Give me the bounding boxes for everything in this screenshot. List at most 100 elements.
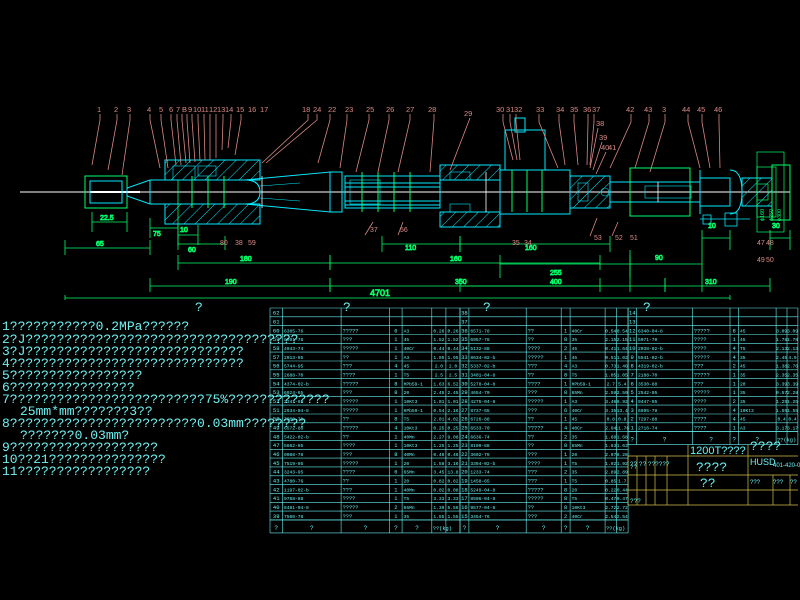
svg-text:45: 45 — [740, 337, 746, 343]
svg-text:?????: ????? — [528, 426, 544, 432]
svg-text:2013-95: 2013-95 — [284, 355, 304, 361]
svg-text:9: 9 — [631, 354, 634, 361]
svg-text:1: 1 — [394, 337, 397, 343]
svg-text:???: ??? — [528, 452, 538, 458]
svg-text:1.01: 1.01 — [447, 399, 458, 405]
svg-text:6533-70: 6533-70 — [470, 426, 490, 432]
svg-text:8: 8 — [564, 443, 567, 449]
svg-text:??: ?? — [528, 443, 534, 449]
svg-text:16: 16 — [248, 105, 256, 114]
svg-text:?????: ????? — [343, 381, 359, 387]
svg-text:2.35: 2.35 — [776, 373, 787, 379]
svg-text:5249-04-8: 5249-04-8 — [470, 487, 495, 493]
svg-text:2: 2 — [564, 470, 567, 476]
svg-text:3.16: 3.16 — [447, 461, 458, 467]
svg-text:2: 2 — [394, 505, 397, 511]
svg-text:1: 1 — [394, 373, 397, 379]
svg-text:75: 75 — [153, 231, 161, 238]
svg-text:8: 8 — [394, 381, 397, 387]
svg-text:4: 4 — [733, 408, 736, 414]
svg-text:1.55: 1.55 — [447, 514, 458, 520]
svg-text:59: 59 — [273, 336, 280, 343]
svg-text:???: ??? — [528, 364, 538, 370]
svg-text:5132-88: 5132-88 — [470, 346, 490, 352]
svg-text:??????: ?????? — [648, 461, 670, 468]
svg-text:ϕ300: ϕ300 — [777, 209, 783, 221]
svg-text:1: 1 — [733, 373, 736, 379]
svg-text:0.4: 0.4 — [777, 417, 786, 423]
svg-text:0.26: 0.26 — [447, 328, 458, 334]
svg-text:5541-02-b: 5541-02-b — [638, 355, 663, 361]
svg-text:1.55: 1.55 — [776, 408, 787, 414]
svg-text:45: 45 — [572, 417, 578, 423]
svg-text:1.52: 1.52 — [433, 337, 444, 343]
svg-text:0.26: 0.26 — [433, 328, 444, 334]
svg-text:T5: T5 — [404, 417, 410, 423]
svg-text:1: 1 — [564, 452, 567, 458]
svg-text:3394-02-b: 3394-02-b — [470, 461, 495, 467]
svg-text:40Mn: 40Mn — [404, 487, 415, 493]
svg-text:2542-95: 2542-95 — [638, 390, 658, 396]
svg-text:A3: A3 — [572, 364, 578, 370]
svg-text:??: ?? — [343, 417, 349, 423]
svg-text:4943-74: 4943-74 — [284, 346, 304, 352]
svg-text:65: 65 — [96, 241, 104, 248]
svg-text:5: 5 — [631, 389, 634, 396]
svg-text:20: 20 — [572, 452, 578, 458]
svg-text:25: 25 — [366, 105, 374, 114]
svg-text:11.76: 11.76 — [615, 426, 629, 432]
svg-text:40: 40 — [273, 504, 280, 511]
svg-text:????: ???? — [694, 399, 707, 405]
svg-text:1.7: 1.7 — [618, 479, 627, 485]
svg-text:3602-76: 3602-76 — [470, 452, 490, 458]
svg-text:1: 1 — [394, 487, 397, 493]
svg-text:10: 10 — [629, 345, 636, 352]
svg-text:???: ??? — [528, 470, 538, 476]
svg-text:?: ? — [732, 437, 736, 444]
svg-text:?: ? — [394, 525, 398, 532]
svg-text:1200T????: 1200T???? — [690, 445, 746, 457]
svg-text:0.41: 0.41 — [605, 346, 616, 352]
svg-text:5744-95: 5744-95 — [284, 364, 304, 370]
svg-text:35: 35 — [740, 373, 746, 379]
svg-text:2.59: 2.59 — [617, 390, 628, 396]
svg-text:??(kg): ??(kg) — [606, 526, 625, 532]
svg-text:0.54: 0.54 — [605, 328, 616, 334]
svg-text:180: 180 — [240, 256, 252, 263]
svg-text:30: 30 — [496, 105, 504, 114]
svg-text:19: 19 — [461, 478, 468, 485]
svg-text:90: 90 — [655, 255, 663, 262]
svg-text:1.78: 1.78 — [776, 337, 787, 343]
svg-text:35: 35 — [740, 399, 746, 405]
svg-text:0.25: 0.25 — [447, 426, 458, 432]
svg-text:??: ?? — [639, 461, 647, 468]
svg-text:35: 35 — [572, 337, 578, 343]
svg-text:1: 1 — [564, 479, 567, 485]
svg-text:38: 38 — [596, 119, 604, 128]
svg-text:22: 22 — [328, 105, 336, 114]
svg-text:6572-88: 6572-88 — [284, 426, 304, 432]
svg-text:45: 45 — [572, 355, 578, 361]
svg-text:6991-78: 6991-78 — [284, 337, 304, 343]
svg-text:9758-88: 9758-88 — [284, 496, 304, 502]
svg-text:1: 1 — [733, 337, 736, 343]
svg-text:65Mn: 65Mn — [404, 505, 415, 511]
svg-text:6995-78: 6995-78 — [638, 408, 658, 414]
svg-text:45: 45 — [273, 460, 280, 467]
svg-text:??: ?? — [343, 355, 349, 361]
svg-text:1.95: 1.95 — [447, 355, 458, 361]
svg-text:9447-95: 9447-95 — [638, 399, 658, 405]
svg-text:0.54: 0.54 — [617, 328, 628, 334]
svg-text:??: ?? — [790, 480, 797, 486]
svg-text:1.05: 1.05 — [605, 373, 616, 379]
svg-text:0.4: 0.4 — [788, 417, 797, 423]
svg-text:1.68: 1.68 — [605, 434, 616, 440]
svg-text:44: 44 — [273, 469, 280, 476]
svg-text:23: 23 — [345, 105, 353, 114]
svg-text:57: 57 — [273, 354, 280, 361]
svg-text:1.39: 1.39 — [433, 505, 444, 511]
svg-text:1.63: 1.63 — [605, 443, 616, 449]
svg-text:0.82: 0.82 — [433, 479, 444, 485]
svg-text:??: ?? — [528, 337, 534, 343]
svg-text:36: 36 — [461, 327, 468, 334]
